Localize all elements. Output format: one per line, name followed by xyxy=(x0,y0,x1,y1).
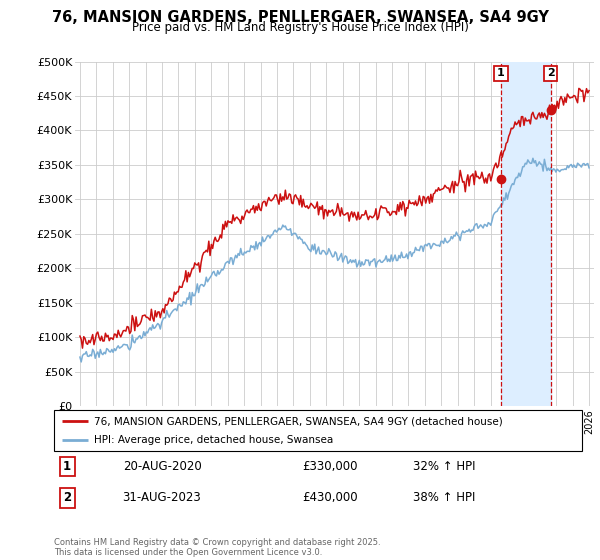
Text: 2: 2 xyxy=(63,491,71,504)
Text: HPI: Average price, detached house, Swansea: HPI: Average price, detached house, Swan… xyxy=(94,435,333,445)
Text: 32% ↑ HPI: 32% ↑ HPI xyxy=(413,460,476,473)
Text: 38% ↑ HPI: 38% ↑ HPI xyxy=(413,491,475,504)
Text: 1: 1 xyxy=(497,68,505,78)
Text: £430,000: £430,000 xyxy=(302,491,358,504)
Text: 76, MANSION GARDENS, PENLLERGAER, SWANSEA, SA4 9GY: 76, MANSION GARDENS, PENLLERGAER, SWANSE… xyxy=(52,10,548,25)
Bar xyxy=(501,62,551,406)
Text: Price paid vs. HM Land Registry's House Price Index (HPI): Price paid vs. HM Land Registry's House … xyxy=(131,21,469,34)
Text: £330,000: £330,000 xyxy=(302,460,358,473)
Text: 20-AUG-2020: 20-AUG-2020 xyxy=(122,460,202,473)
Text: 76, MANSION GARDENS, PENLLERGAER, SWANSEA, SA4 9GY (detached house): 76, MANSION GARDENS, PENLLERGAER, SWANSE… xyxy=(94,417,502,426)
Text: 31-AUG-2023: 31-AUG-2023 xyxy=(122,491,202,504)
Text: Contains HM Land Registry data © Crown copyright and database right 2025.
This d: Contains HM Land Registry data © Crown c… xyxy=(54,538,380,557)
Text: 1: 1 xyxy=(63,460,71,473)
Text: 2: 2 xyxy=(547,68,554,78)
